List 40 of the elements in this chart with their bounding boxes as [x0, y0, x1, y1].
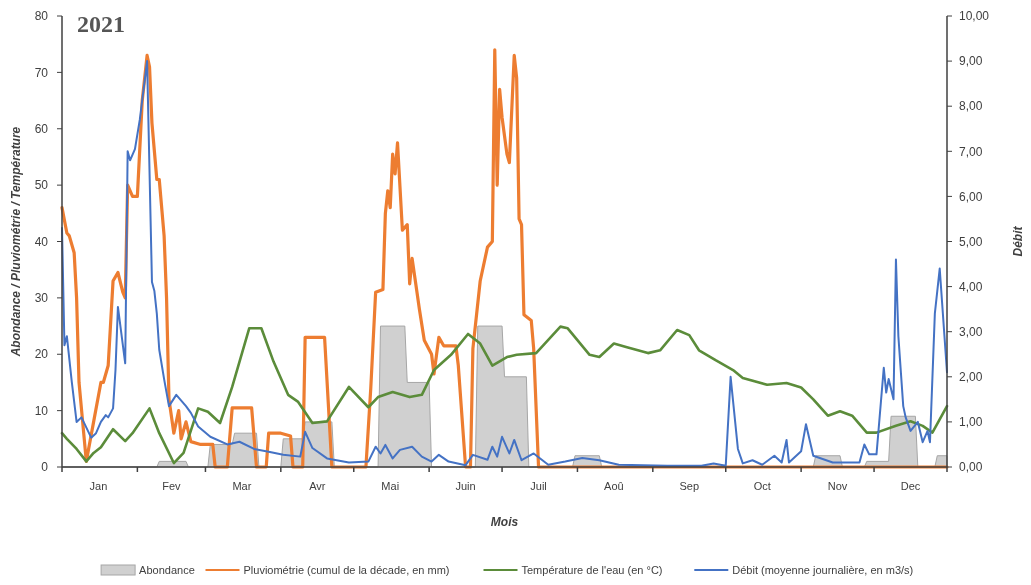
y-tick-label: 60 — [34, 121, 49, 136]
x-tick-label: Mar — [232, 480, 252, 492]
y-tick-label: 0 — [41, 460, 49, 475]
y-tick-label: 50 — [34, 178, 49, 193]
x-tick-label: Avr — [309, 480, 326, 492]
x-tick-label: Jan — [89, 480, 108, 492]
y2-tick-label: 0,00 — [959, 460, 983, 475]
y2-tick-label: 7,00 — [959, 144, 983, 159]
y2-tick-label: 2,00 — [959, 370, 983, 384]
y-tick-label: 40 — [34, 234, 49, 249]
x-tick-label: Juil — [530, 480, 547, 492]
y2-tick-label: 6,00 — [959, 189, 983, 204]
x-tick-label: Dec — [900, 480, 921, 492]
x-tick-label: Sep — [679, 480, 700, 492]
y-tick-label: 70 — [34, 65, 49, 80]
x-tick-label: Oct — [753, 480, 771, 492]
y-tick-label: 80 — [34, 9, 49, 24]
x-tick-label: Nov — [827, 480, 848, 492]
y2-tick-label: 4,00 — [959, 279, 983, 294]
legend-label: Température de l'eau (en °C) — [521, 563, 663, 576]
x-axis-title: Mois — [490, 515, 519, 529]
y2-tick-label: 5,00 — [959, 234, 983, 249]
legend-label: Pluviométrie (cumul de la décade, en mm) — [243, 563, 450, 576]
y2-tick-label: 9,00 — [959, 54, 983, 69]
x-tick-label: Fev — [162, 480, 182, 492]
y-tick-label: 10 — [34, 403, 49, 418]
y2-tick-label: 1,00 — [959, 415, 983, 430]
y-tick-label: 20 — [34, 347, 49, 362]
x-tick-label: Juin — [455, 480, 476, 492]
y2-tick-label: 3,00 — [959, 324, 983, 339]
y2-tick-label: 8,00 — [959, 99, 983, 114]
legend-label: Abondance — [139, 563, 195, 576]
chart-title: 2021 — [77, 11, 125, 37]
x-tick-label: Aoû — [604, 480, 624, 492]
y-axis-title: Abondance / Pluviométrie / Température — [9, 126, 23, 358]
x-tick-label: Mai — [381, 480, 400, 492]
y2-axis-title: Débit — [1011, 225, 1025, 257]
y2-tick-label: 10,00 — [959, 9, 990, 24]
legend-label: Débit (moyenne journalière, en m3/s) — [732, 563, 914, 576]
y-tick-label: 30 — [34, 291, 49, 306]
